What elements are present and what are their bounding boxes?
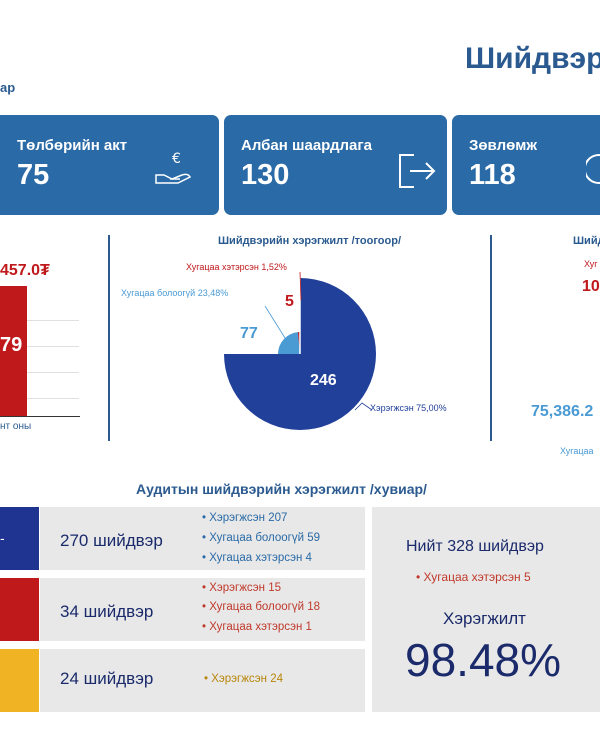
legend-implemented: Хэрэгжсэн 75,00% — [370, 403, 447, 413]
row-item: • Хугацаа болоогүй 59 — [202, 532, 321, 544]
row-item: • Хэрэгжсэн 207 — [202, 512, 288, 524]
x-axis — [0, 416, 80, 417]
pie-label-not-due: 77 — [240, 325, 258, 342]
axis-label: нт оны — [0, 421, 32, 432]
summary-panel — [372, 507, 600, 712]
refresh-icon — [586, 154, 600, 184]
row-yellow — [40, 649, 365, 712]
page-title: Шийдвэр — [465, 42, 600, 75]
card-official-demand: Албан шаардлага 130 — [224, 115, 447, 215]
row-swatch — [0, 649, 39, 712]
row-item: • Хугацаа хэтэрсэн 4 — [202, 552, 312, 564]
gridline — [27, 320, 79, 321]
right-label-top: Хуг — [584, 259, 598, 269]
card-value: 75 — [17, 159, 50, 191]
leader-line — [354, 402, 373, 411]
right-value-bottom: 75,386.2 — [531, 403, 594, 420]
card-payment-act: Төлбөрийн акт 75 € — [0, 115, 219, 215]
row-item: • Хугацаа хэтэрсэн 1 — [202, 621, 312, 633]
gridline — [27, 398, 79, 399]
pie-chart — [224, 270, 376, 430]
leader-line — [264, 305, 291, 347]
card-value: 118 — [469, 159, 516, 191]
gridline — [27, 372, 79, 373]
legend-not-due: Хугацаа болоогүй 23,48% — [121, 288, 229, 298]
row-marker: ‑ — [0, 530, 5, 546]
bar — [0, 286, 27, 416]
pie-label-overdue: 5 — [285, 293, 294, 310]
row-swatch — [0, 578, 39, 641]
row-label: 270 шийдвэр — [60, 531, 163, 550]
right-label-bottom: Хугацаа — [560, 446, 594, 456]
pie-slice — [278, 332, 300, 354]
page-subtitle: ар — [0, 80, 16, 95]
right-chart-title: Шийд — [573, 235, 600, 247]
right-value-top: 10 — [582, 278, 600, 295]
card-label: Албан шаардлага — [241, 137, 372, 154]
row-item: • Хэрэгжсэн 24 — [204, 673, 284, 685]
card-label: Зөвлөмж — [469, 137, 538, 154]
divider — [108, 235, 110, 441]
row-item: • Хэрэгжсэн 15 — [202, 582, 282, 594]
section-title: Аудитын шийдвэрийн хэрэгжилт /хувиар/ — [136, 481, 427, 497]
card-recommendation: Зөвлөмж 118 — [452, 115, 600, 215]
pie-label-implemented: 246 — [310, 372, 337, 389]
hand-euro-icon: € — [155, 151, 192, 184]
amount-label: 457.0₮ — [0, 262, 50, 279]
summary-total: Нийт 328 шийдвэр — [406, 538, 544, 555]
leader-line — [299, 271, 302, 301]
gridline — [27, 346, 79, 347]
exit-arrow-icon — [399, 154, 436, 188]
bar-value: 79 — [0, 334, 23, 356]
pie-title: Шийдвэрийн хэрэгжилт /тоогоор/ — [218, 235, 401, 247]
summary-overdue: • Хугацаа хэтэрсэн 5 — [416, 570, 531, 584]
row-label: 24 шийдвэр — [60, 669, 154, 688]
summary-impl-value: 98.48% — [405, 634, 562, 686]
row-item: • Хугацаа болоогүй 18 — [202, 601, 321, 613]
card-value: 130 — [241, 159, 290, 191]
row-red — [40, 578, 365, 641]
summary-impl-label: Хэрэгжилт — [443, 609, 526, 628]
row-swatch — [0, 507, 39, 570]
svg-text:€: € — [172, 151, 181, 167]
divider — [490, 235, 492, 441]
card-label: Төлбөрийн акт — [17, 137, 128, 154]
row-blue — [40, 507, 365, 570]
row-label: 34 шийдвэр — [60, 602, 154, 621]
legend-overdue: Хугацаа хэтэрсэн 1,52% — [186, 262, 287, 272]
